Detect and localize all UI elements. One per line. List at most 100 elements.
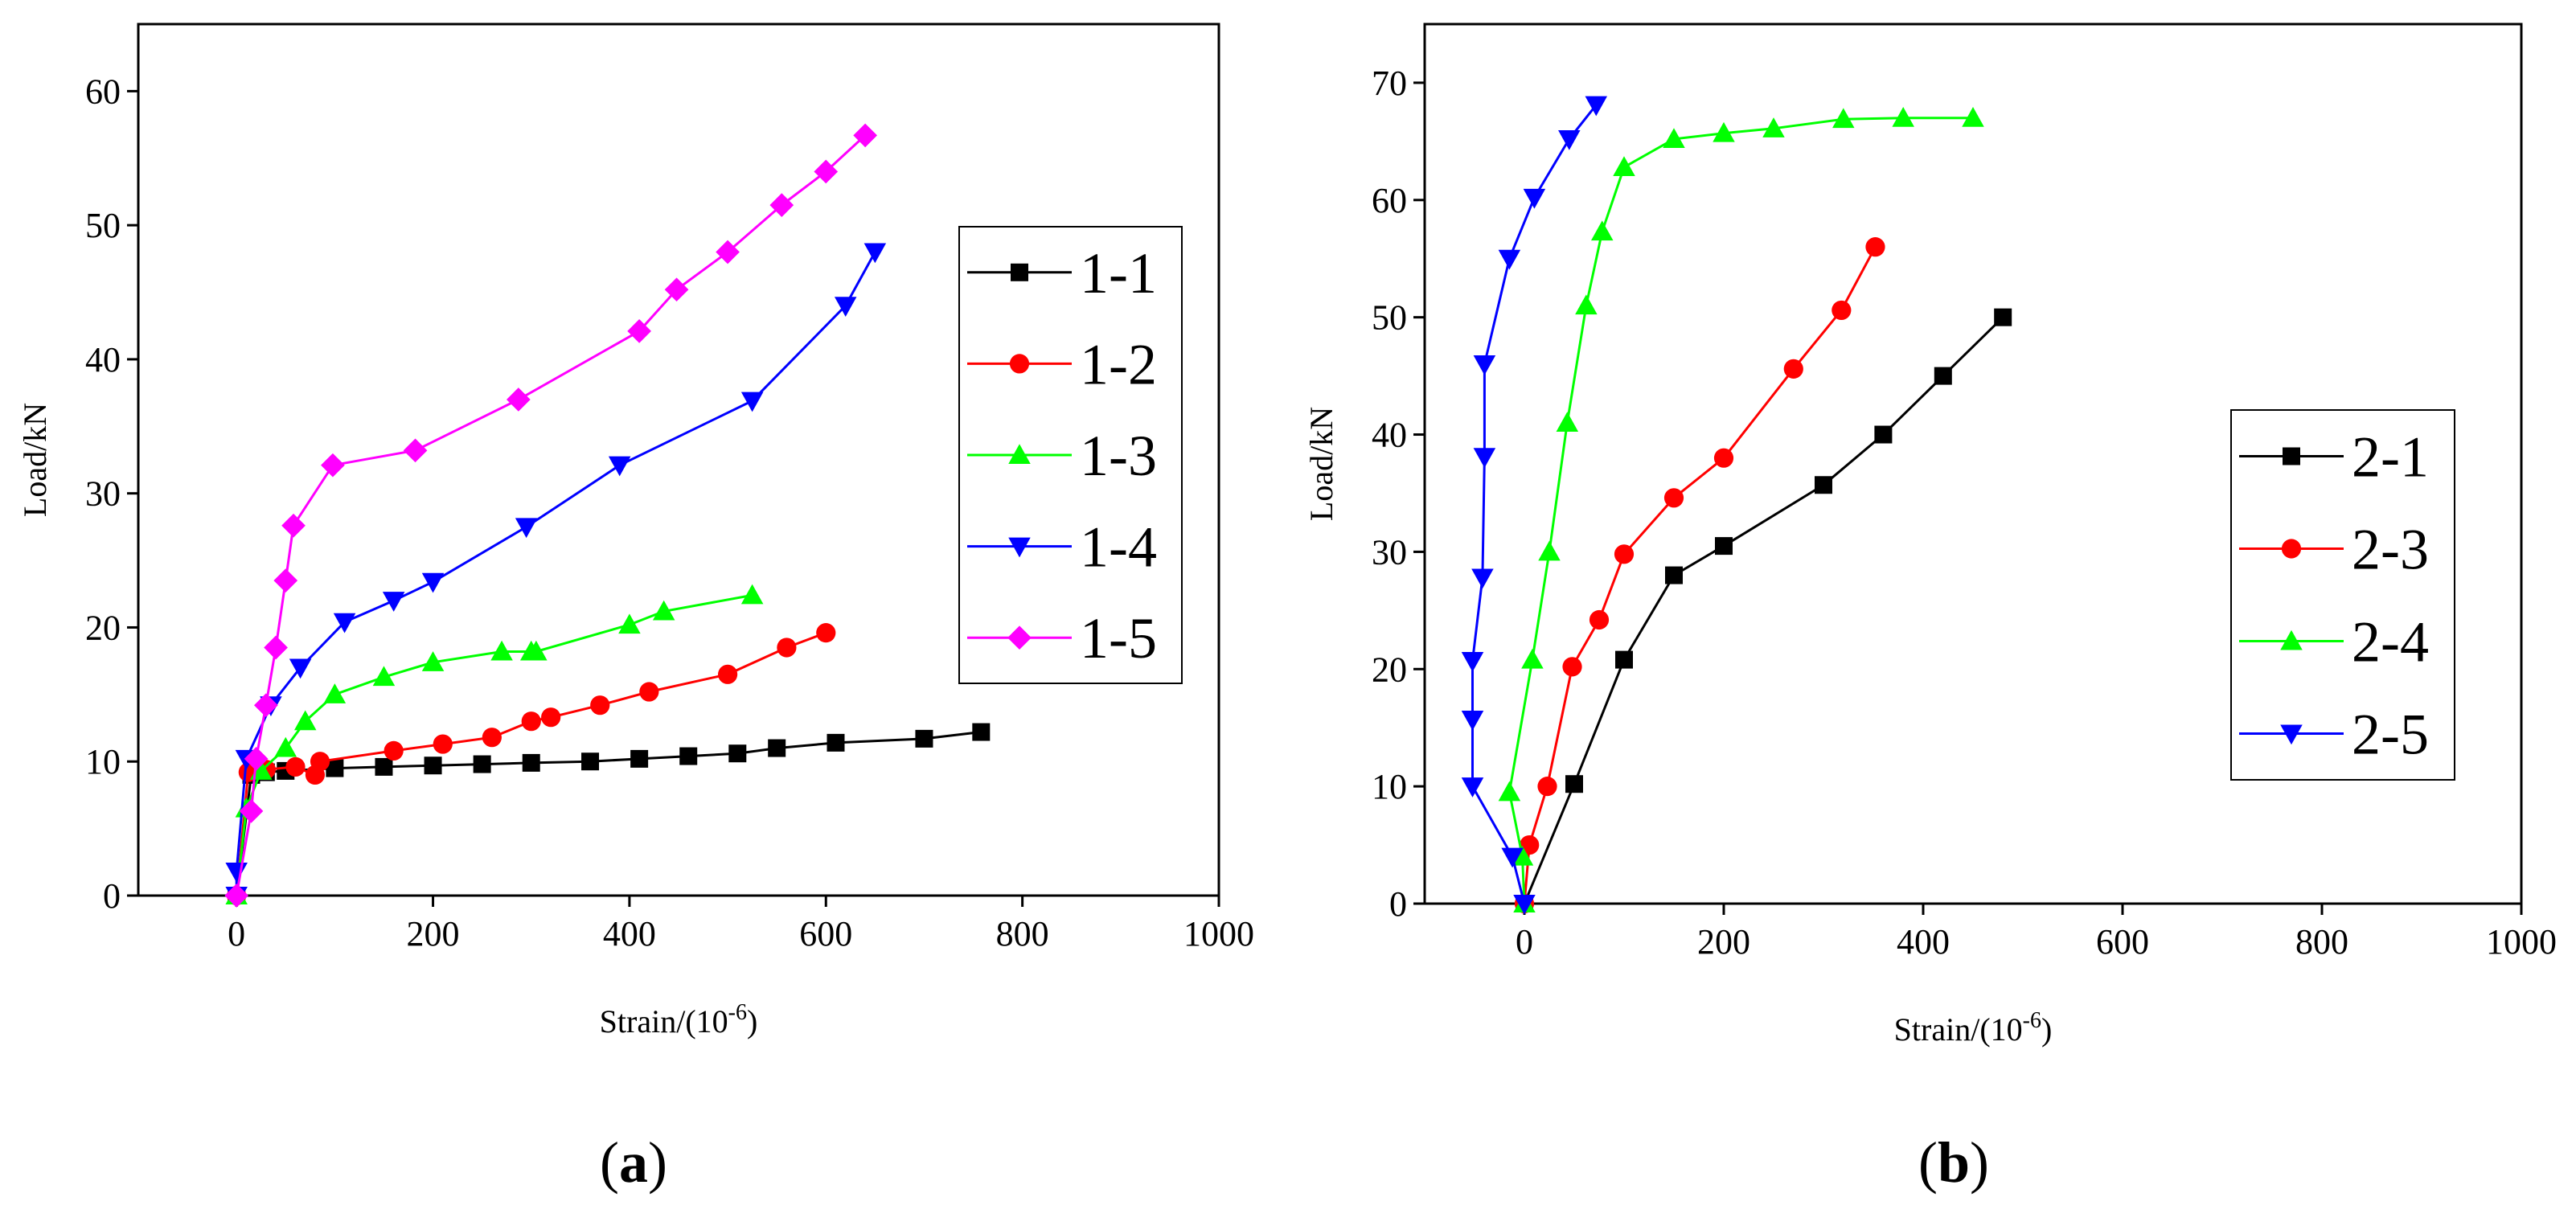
data-point-2-3 bbox=[1537, 777, 1557, 797]
data-point-1-1 bbox=[827, 733, 845, 752]
series-line-1-3 bbox=[235, 593, 753, 896]
data-point-1-2 bbox=[777, 638, 797, 658]
data-point-1-1 bbox=[972, 723, 991, 741]
data-point-1-3 bbox=[740, 584, 764, 605]
legend-marker-1-2 bbox=[1009, 354, 1030, 374]
data-point-2-3 bbox=[1832, 300, 1852, 321]
data-point-2-5 bbox=[1473, 355, 1496, 375]
data-point-1-5 bbox=[264, 635, 288, 660]
data-point-2-5 bbox=[1473, 448, 1496, 468]
data-point-2-4 bbox=[1762, 117, 1785, 137]
x-tick-label: 0 bbox=[1516, 922, 1533, 962]
legend-label-2-4: 2-4 bbox=[2352, 610, 2429, 675]
data-point-1-5 bbox=[403, 438, 428, 463]
legend-marker-1-5 bbox=[1007, 625, 1032, 650]
data-point-1-5 bbox=[321, 453, 345, 478]
data-point-1-5 bbox=[627, 319, 651, 343]
data-point-1-3 bbox=[421, 651, 445, 671]
x-axis-title: Strain/(10-6) bbox=[1894, 1008, 2053, 1048]
series-line-1-4 bbox=[235, 251, 876, 896]
chart-b: 0 200 400 600 800 1000 0 10 20 30 40 50 60 70 Strain/(… bbox=[1303, 23, 2557, 1195]
data-point-1-5 bbox=[239, 799, 264, 823]
data-point-1-1 bbox=[326, 759, 344, 777]
data-point-1-2 bbox=[541, 707, 561, 728]
x-tick-label: 800 bbox=[996, 914, 1049, 953]
data-point-1-4 bbox=[608, 456, 631, 477]
legend-marker-2-3 bbox=[2281, 539, 2302, 559]
data-point-2-3 bbox=[1614, 544, 1635, 564]
series-2-3 bbox=[1514, 237, 1885, 914]
data-point-2-3 bbox=[1562, 657, 1582, 677]
data-point-1-2 bbox=[433, 734, 453, 754]
data-point-1-5 bbox=[853, 123, 877, 148]
data-point-1-5 bbox=[814, 159, 839, 184]
legend-label-1-4: 1-4 bbox=[1080, 515, 1157, 580]
data-point-1-5 bbox=[273, 568, 298, 592]
x-axis-title-close: ) bbox=[747, 1003, 757, 1039]
data-point-1-4 bbox=[333, 613, 356, 634]
data-point-2-5 bbox=[1461, 652, 1484, 672]
data-point-1-2 bbox=[590, 695, 610, 716]
panel-label-a-letter: a bbox=[619, 1130, 648, 1195]
x-tick-label: 1000 bbox=[1183, 914, 1254, 953]
x-axis-title-exponent: -6 bbox=[2023, 1008, 2041, 1033]
legend-label-1-5: 1-5 bbox=[1080, 606, 1157, 670]
y-tick-label: 0 bbox=[103, 876, 121, 916]
data-point-2-1 bbox=[1874, 425, 1893, 444]
data-point-2-1 bbox=[1565, 775, 1583, 793]
legend-marker-2-5 bbox=[2280, 724, 2303, 745]
y-tick-label: 50 bbox=[85, 206, 121, 245]
data-point-1-4 bbox=[382, 592, 405, 612]
data-point-2-4 bbox=[1613, 156, 1635, 176]
x-tick-label: 0 bbox=[228, 914, 245, 953]
data-point-1-1 bbox=[768, 739, 786, 757]
data-point-2-4 bbox=[1663, 128, 1685, 148]
series-1-1 bbox=[228, 723, 991, 904]
data-point-2-4 bbox=[1713, 121, 1735, 142]
data-point-1-1 bbox=[679, 747, 698, 765]
data-point-2-4 bbox=[1892, 106, 1914, 127]
legend-marker-1-1 bbox=[1011, 263, 1028, 281]
data-point-1-4 bbox=[515, 518, 538, 539]
data-point-1-1 bbox=[375, 757, 393, 776]
y-tick-label: 20 bbox=[1372, 650, 1407, 689]
legend-label-1-2: 1-2 bbox=[1080, 332, 1157, 396]
data-point-2-5 bbox=[1461, 710, 1484, 731]
legend-marker-1-3 bbox=[1008, 444, 1031, 464]
series-2-4 bbox=[1498, 106, 1984, 912]
data-point-2-5 bbox=[1498, 249, 1521, 270]
chart-a: 0 200 400 600 800 1000 0 10 20 30 40 50 60 Strain/(10… bbox=[17, 23, 1254, 1195]
series-line-1-5 bbox=[235, 134, 867, 896]
x-tick-label: 200 bbox=[407, 914, 460, 953]
y-tick-label: 40 bbox=[1372, 416, 1407, 455]
data-point-2-4 bbox=[1538, 540, 1561, 561]
data-point-1-4 bbox=[740, 392, 764, 412]
y-axis-title: Load/kN bbox=[17, 403, 53, 517]
series-line-2-5 bbox=[1471, 104, 1598, 904]
series-line-2-3 bbox=[1523, 246, 1877, 904]
data-point-1-5 bbox=[281, 513, 306, 538]
data-point-1-3 bbox=[293, 710, 317, 731]
data-point-1-1 bbox=[728, 744, 747, 763]
y-tick-label: 30 bbox=[1372, 532, 1407, 572]
data-point-2-3 bbox=[1589, 609, 1610, 630]
data-point-2-3 bbox=[1713, 448, 1734, 468]
data-point-1-4 bbox=[225, 862, 248, 883]
data-point-2-5 bbox=[1523, 188, 1546, 209]
data-point-1-5 bbox=[244, 747, 269, 771]
series-1-5 bbox=[224, 123, 877, 908]
data-point-1-4 bbox=[834, 297, 857, 317]
legend-box bbox=[2230, 409, 2455, 781]
data-point-1-1 bbox=[424, 757, 442, 775]
data-point-1-1 bbox=[581, 752, 600, 771]
data-point-1-3 bbox=[274, 736, 297, 757]
y-tick-label: 60 bbox=[1372, 181, 1407, 220]
data-point-2-4 bbox=[1962, 106, 1984, 127]
panel-label-b-letter: b bbox=[1938, 1130, 1970, 1195]
data-point-1-2 bbox=[521, 711, 541, 732]
data-point-1-3 bbox=[323, 683, 347, 703]
data-point-1-2 bbox=[717, 664, 738, 684]
series-2-5 bbox=[1461, 96, 1608, 915]
y-tick-label: 50 bbox=[1372, 298, 1407, 338]
data-point-2-4 bbox=[1498, 781, 1521, 802]
